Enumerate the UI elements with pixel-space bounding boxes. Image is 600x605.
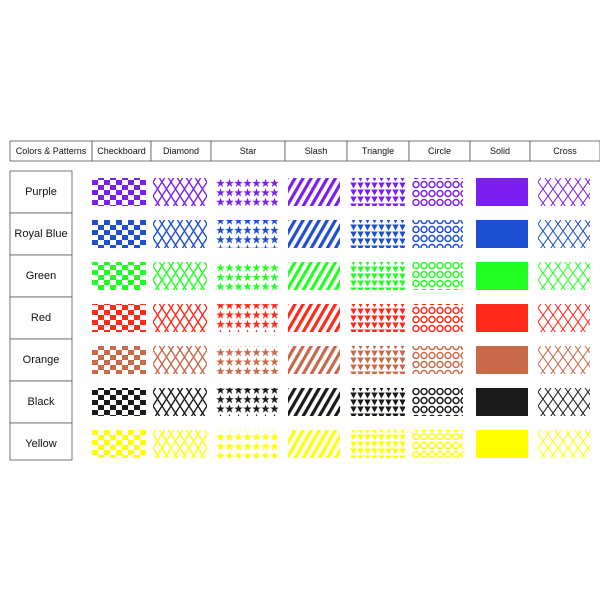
pattern-swatch	[288, 388, 340, 416]
row-label-cell	[9, 170, 73, 214]
pattern-swatch	[350, 430, 405, 458]
pattern-swatch	[92, 178, 146, 206]
header-label: Circle	[428, 146, 451, 156]
pattern-swatch	[216, 262, 278, 290]
pattern-swatch	[350, 178, 405, 206]
pattern-swatch	[476, 178, 528, 206]
row-label: Royal Blue	[14, 228, 67, 240]
pattern-swatch	[153, 346, 207, 374]
pattern-swatch	[288, 220, 340, 248]
header-label: Solid	[490, 146, 510, 156]
header-label: Colors & Patterns	[16, 146, 87, 156]
pattern-swatch	[216, 346, 278, 374]
pattern-swatch	[538, 346, 590, 374]
row-label: Green	[26, 270, 57, 282]
header-label: Checkboard	[97, 146, 146, 156]
pattern-swatch	[412, 304, 463, 332]
header-label: Diamond	[163, 146, 199, 156]
pattern-swatch	[153, 430, 207, 458]
row-label: Black	[28, 396, 55, 408]
pattern-swatch	[538, 178, 590, 206]
row-label-cell	[9, 254, 73, 298]
pattern-swatch	[412, 388, 463, 416]
pattern-swatch	[538, 220, 590, 248]
pattern-swatch	[288, 304, 340, 332]
pattern-swatch	[538, 430, 590, 458]
pattern-swatch	[216, 220, 278, 248]
pattern-swatch	[538, 304, 590, 332]
row-label-cell	[9, 212, 73, 256]
pattern-swatch	[288, 262, 340, 290]
pattern-swatch	[153, 220, 207, 248]
pattern-swatch	[412, 178, 463, 206]
pattern-swatch	[412, 430, 463, 458]
row-label-cell	[9, 296, 73, 340]
pattern-swatch	[92, 220, 146, 248]
pattern-swatch	[92, 304, 146, 332]
row-label: Red	[31, 312, 51, 324]
pattern-swatch	[350, 262, 405, 290]
pattern-swatch	[538, 262, 590, 290]
pattern-swatch	[412, 346, 463, 374]
pattern-swatch	[476, 430, 528, 458]
pattern-swatch	[476, 388, 528, 416]
pattern-swatch	[216, 430, 278, 458]
pattern-swatch	[350, 220, 405, 248]
header-label: Star	[240, 146, 257, 156]
row-label: Purple	[25, 186, 57, 198]
header-label: Slash	[305, 146, 328, 156]
row-label: Orange	[23, 354, 60, 366]
pattern-swatch	[153, 304, 207, 332]
pattern-swatch	[350, 346, 405, 374]
pattern-swatch	[92, 346, 146, 374]
pattern-swatch	[216, 388, 278, 416]
pattern-swatch	[216, 304, 278, 332]
pattern-swatch	[288, 178, 340, 206]
row-label-cell	[9, 422, 73, 461]
pattern-swatch	[412, 220, 463, 248]
pattern-swatch	[476, 346, 528, 374]
pattern-swatch	[216, 178, 278, 206]
pattern-swatch	[153, 178, 207, 206]
pattern-swatch	[92, 262, 146, 290]
pattern-swatch	[153, 388, 207, 416]
row-label-cell	[9, 380, 73, 424]
pattern-swatch	[153, 262, 207, 290]
pattern-swatch	[288, 346, 340, 374]
pattern-swatch	[92, 430, 146, 458]
pattern-swatch	[412, 262, 463, 290]
pattern-swatch	[92, 388, 146, 416]
pattern-swatch	[350, 388, 405, 416]
header-cell	[529, 140, 600, 162]
row-label-cell	[9, 338, 73, 382]
pattern-swatch	[350, 304, 405, 332]
pattern-swatch	[476, 304, 528, 332]
header-label: Triangle	[362, 146, 394, 156]
pattern-swatch	[288, 430, 340, 458]
header-label: Cross	[553, 146, 577, 156]
row-label: Yellow	[25, 438, 56, 450]
pattern-swatch	[538, 388, 590, 416]
pattern-swatch	[476, 262, 528, 290]
pattern-swatch	[476, 220, 528, 248]
